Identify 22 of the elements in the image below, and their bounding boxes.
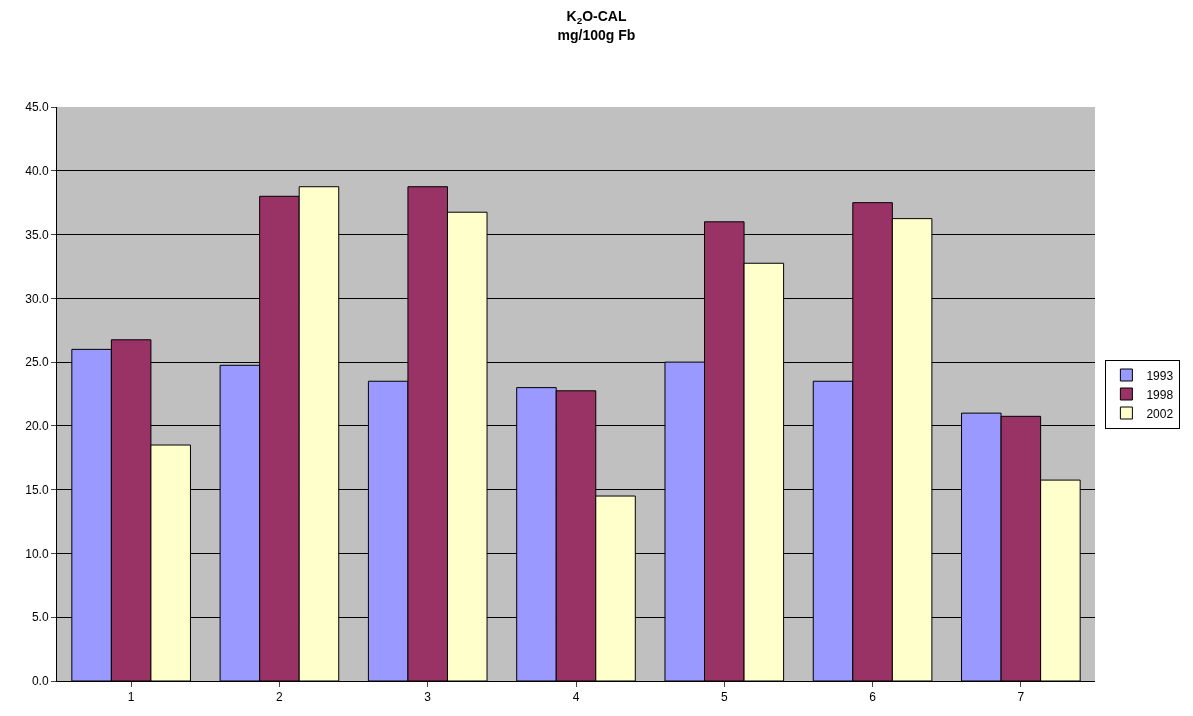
x-tick-label: 4 [572, 690, 580, 705]
legend-label: 1993 [1146, 368, 1174, 383]
y-tick-label: 20.0 [25, 419, 49, 434]
y-tick-label: 45.0 [25, 100, 49, 115]
chart-title: K$_{2}$O-CAL [566, 8, 627, 27]
y-tick-label: 15.0 [25, 482, 49, 497]
legend-label: 1998 [1146, 387, 1174, 402]
chart-subtitle: mg/100g Fb [557, 26, 636, 43]
x-tick-label: 7 [1017, 690, 1025, 705]
x-tick-label: 2 [276, 690, 284, 705]
x-tick-label: 1 [127, 690, 135, 705]
y-tick-label: 25.0 [25, 355, 49, 370]
x-tick-label: 3 [424, 690, 432, 705]
y-tick-label: 40.0 [25, 163, 49, 178]
x-tick-label: 6 [869, 690, 877, 705]
y-tick-label: 35.0 [25, 227, 49, 242]
x-tick-label: 5 [720, 690, 728, 705]
legend-label: 2002 [1146, 406, 1174, 421]
y-tick-label: 0.0 [31, 674, 49, 689]
y-tick-label: 5.0 [31, 610, 49, 625]
y-tick-label: 30.0 [25, 291, 49, 306]
y-tick-label: 10.0 [25, 546, 49, 561]
